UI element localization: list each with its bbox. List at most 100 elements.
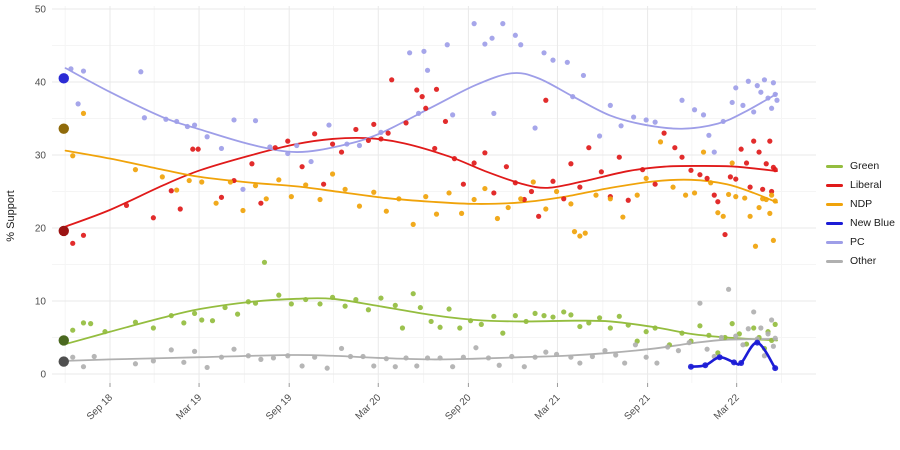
point-pc bbox=[378, 129, 384, 135]
trend-other bbox=[64, 338, 778, 362]
point-pc bbox=[754, 83, 760, 89]
point-green bbox=[523, 318, 529, 325]
point-ndp bbox=[159, 174, 165, 180]
point-new_blue bbox=[716, 354, 723, 361]
point-liberal bbox=[432, 145, 438, 152]
point-liberal bbox=[414, 87, 420, 93]
point-pc bbox=[138, 69, 144, 75]
point-other bbox=[204, 364, 210, 371]
point-ndp bbox=[763, 196, 769, 203]
point-other bbox=[424, 355, 431, 361]
point-other bbox=[665, 344, 671, 350]
point-pc bbox=[450, 112, 456, 118]
y-tick-label: 30 bbox=[35, 151, 47, 162]
point-ndp bbox=[756, 204, 762, 211]
y-tick-label: 40 bbox=[35, 78, 47, 89]
point-ndp bbox=[303, 182, 309, 188]
point-liberal bbox=[442, 118, 449, 125]
grid-lines bbox=[52, 6, 816, 383]
point-liberal bbox=[751, 138, 757, 144]
point-ndp bbox=[725, 191, 732, 198]
point-other bbox=[191, 348, 198, 354]
x-tick-label: Mar 22 bbox=[712, 392, 742, 422]
point-ndp bbox=[396, 196, 402, 202]
point-pc bbox=[769, 105, 775, 111]
point-new_blue bbox=[754, 339, 761, 346]
point-other bbox=[772, 335, 778, 341]
point-liberal bbox=[272, 145, 278, 151]
point-ndp bbox=[767, 210, 773, 216]
point-ndp bbox=[317, 196, 323, 203]
point-other bbox=[543, 349, 549, 355]
point-pc bbox=[607, 102, 613, 108]
point-other bbox=[697, 300, 703, 306]
point-liberal bbox=[70, 240, 76, 246]
legend-item-ndp: NDP bbox=[826, 198, 895, 210]
legend-swatch-other bbox=[826, 259, 843, 263]
point-green bbox=[365, 307, 372, 313]
point-other bbox=[686, 340, 692, 346]
point-other bbox=[473, 345, 479, 351]
point-green bbox=[722, 334, 728, 341]
y-tick-label: 0 bbox=[40, 370, 46, 381]
point-green bbox=[181, 320, 187, 326]
point-other bbox=[80, 364, 87, 370]
point-other bbox=[761, 353, 768, 359]
legend-swatch-liberal bbox=[826, 183, 843, 187]
point-liberal bbox=[329, 141, 336, 147]
point-other bbox=[270, 355, 277, 361]
point-ndp bbox=[186, 177, 192, 184]
point-green bbox=[428, 318, 434, 325]
point-liberal bbox=[679, 154, 685, 160]
point-green bbox=[191, 310, 198, 317]
point-ndp bbox=[582, 230, 588, 236]
point-pc bbox=[745, 78, 751, 84]
point-pc bbox=[751, 109, 757, 115]
legend-swatch-green bbox=[826, 164, 843, 168]
point-green bbox=[410, 291, 416, 297]
point-green bbox=[378, 295, 384, 301]
point-green bbox=[643, 329, 649, 335]
point-other bbox=[770, 343, 776, 349]
x-tick-label: Sep 21 bbox=[623, 392, 653, 422]
point-other bbox=[704, 346, 710, 352]
point-green bbox=[437, 324, 443, 330]
point-ndp bbox=[482, 185, 488, 192]
legend-label: Liberal bbox=[850, 179, 882, 191]
point-liberal bbox=[536, 213, 542, 219]
point-ndp bbox=[505, 204, 511, 211]
point-green bbox=[457, 325, 463, 331]
point-pc bbox=[564, 59, 570, 65]
point-liberal bbox=[568, 161, 574, 167]
election-2018-ndp bbox=[58, 123, 69, 134]
point-green bbox=[392, 302, 398, 308]
point-new_blue bbox=[687, 363, 694, 370]
point-pc bbox=[631, 114, 637, 120]
point-pc bbox=[415, 110, 422, 116]
point-green bbox=[706, 332, 712, 338]
point-pc bbox=[711, 149, 717, 155]
point-pc bbox=[285, 150, 291, 157]
point-liberal bbox=[195, 146, 201, 152]
point-ndp bbox=[276, 177, 282, 183]
point-liberal bbox=[378, 136, 384, 142]
point-liberal bbox=[365, 137, 372, 143]
point-green bbox=[252, 300, 259, 306]
point-other bbox=[643, 354, 649, 360]
point-pc bbox=[191, 122, 198, 128]
point-other bbox=[312, 354, 318, 360]
legend-label: Other bbox=[850, 255, 877, 267]
election-2018-liberal bbox=[58, 225, 69, 237]
point-green bbox=[586, 320, 592, 326]
point-other bbox=[347, 353, 354, 360]
point-ndp bbox=[471, 196, 477, 203]
point-ndp bbox=[742, 195, 748, 201]
point-ndp bbox=[691, 190, 698, 196]
point-liberal bbox=[722, 231, 728, 238]
point-green bbox=[222, 304, 228, 311]
point-pc bbox=[75, 101, 81, 107]
point-other bbox=[654, 360, 660, 366]
point-liberal bbox=[338, 149, 345, 155]
point-pc bbox=[491, 110, 497, 116]
